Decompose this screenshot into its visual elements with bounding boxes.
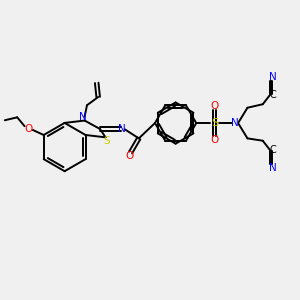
Text: O: O (24, 124, 32, 134)
Text: C: C (269, 90, 276, 100)
Text: O: O (125, 151, 134, 161)
Text: N: N (268, 164, 276, 173)
Text: N: N (231, 118, 239, 128)
Text: C: C (269, 145, 276, 155)
Text: O: O (210, 101, 219, 111)
Text: N: N (79, 112, 87, 122)
Text: N: N (268, 71, 276, 82)
Text: N: N (118, 124, 126, 134)
Text: S: S (211, 118, 218, 128)
Text: O: O (210, 135, 219, 145)
Text: S: S (103, 136, 110, 146)
